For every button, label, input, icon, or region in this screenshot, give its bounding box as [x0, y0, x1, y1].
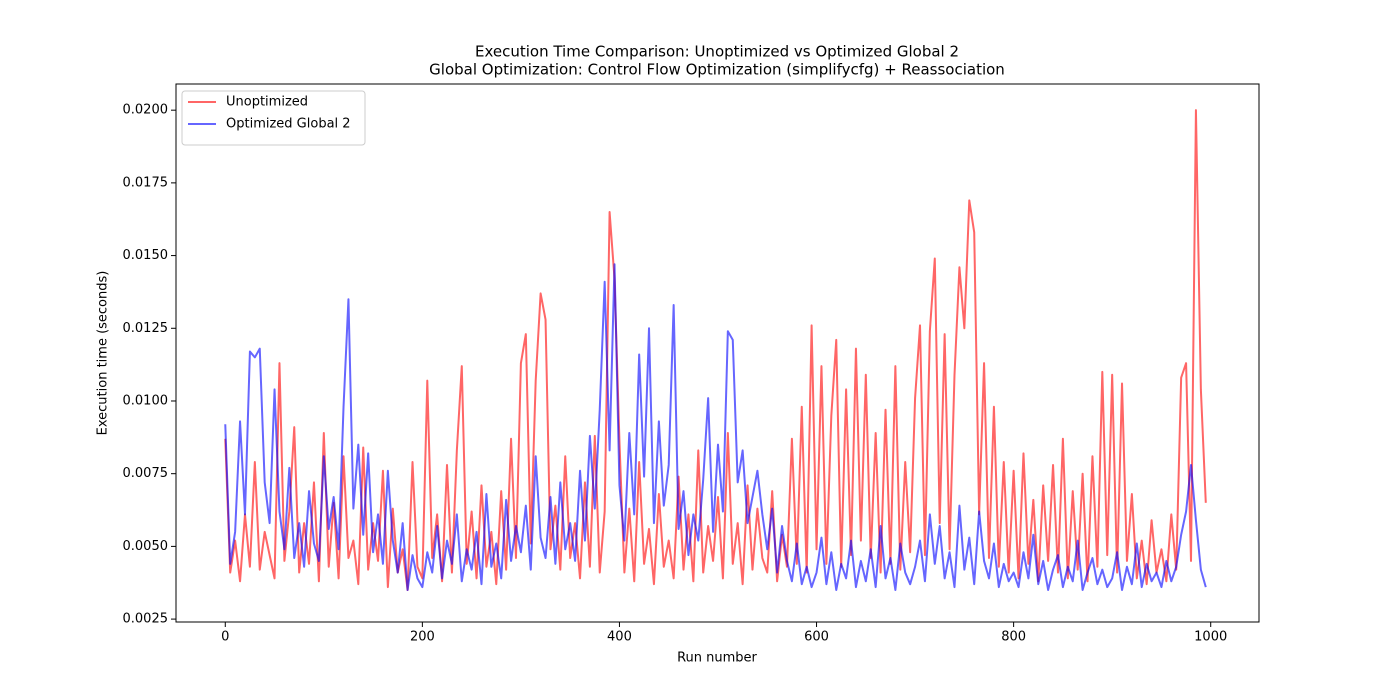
y-tick-label: 0.0150	[123, 248, 169, 263]
legend-label: Unoptimized	[226, 95, 308, 110]
y-tick-label: 0.0025	[123, 612, 169, 627]
y-tick-label: 0.0125	[123, 321, 169, 336]
y-tick-label: 0.0100	[123, 393, 169, 408]
chart-title: Execution Time Comparison: Unoptimized v…	[475, 43, 959, 61]
x-tick-label: 1000	[1194, 630, 1227, 645]
x-tick-label: 200	[410, 630, 435, 645]
x-tick-label: 0	[221, 630, 229, 645]
plot-frame	[175, 83, 1260, 623]
legend-label: Optimized Global 2	[226, 117, 351, 132]
y-tick-label: 0.0200	[123, 103, 169, 118]
x-axis-label: Run number	[677, 651, 757, 666]
y-axis-label: Execution time (seconds)	[96, 271, 111, 436]
x-tick-label: 800	[1001, 630, 1026, 645]
y-tick-label: 0.0050	[123, 539, 169, 554]
x-tick-label: 400	[607, 630, 632, 645]
chart-subtitle: Global Optimization: Control Flow Optimi…	[429, 61, 1005, 79]
series-line	[224, 109, 1207, 592]
series-line	[224, 263, 1207, 592]
y-tick-label: 0.0075	[123, 466, 169, 481]
legend-box	[181, 90, 366, 146]
y-tick-label: 0.0175	[123, 175, 169, 190]
x-tick-label: 600	[804, 630, 829, 645]
